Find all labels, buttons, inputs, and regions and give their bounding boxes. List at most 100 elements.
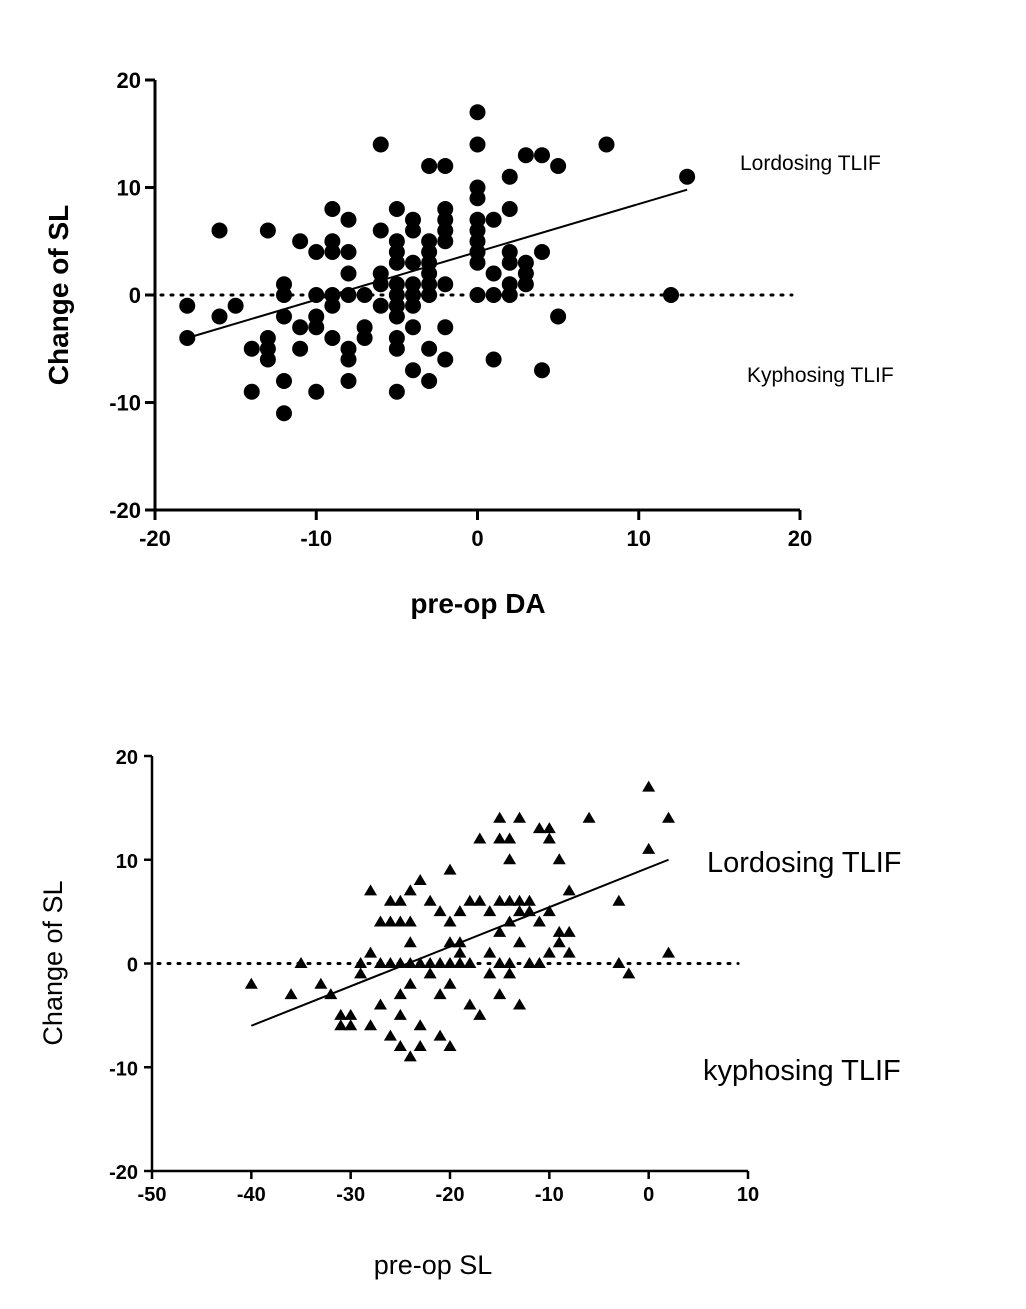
chart2-regression-line (250, 858, 669, 1027)
chart1-data-point (340, 211, 357, 228)
chart1-data-point (308, 319, 325, 336)
chart2-data-point (373, 957, 387, 969)
chart2-data-point (393, 988, 407, 1000)
chart1-data-point (405, 222, 421, 239)
chart1-data-point (421, 373, 438, 389)
chart2-data-point (493, 925, 507, 937)
chart1-data-point (388, 340, 405, 357)
chart1-data-point (679, 168, 696, 185)
chart2-data-point (493, 957, 507, 969)
chart1-data-point (276, 373, 292, 389)
chart2-data-point (334, 1019, 348, 1031)
chart2-y-tick-label: 0 (127, 955, 138, 977)
chart2-data-point (513, 936, 527, 948)
chart2-data-point (542, 905, 556, 917)
chart2-data-point (433, 957, 447, 969)
chart2-data-point (473, 894, 487, 906)
chart2-y-tick-label: 20 (116, 747, 138, 769)
chart2-data-point (662, 811, 676, 823)
chart1-annotation-kyphosing: Kyphosing TLIF (747, 364, 894, 387)
chart1-data-point (227, 297, 244, 314)
chart2-data-point (532, 915, 546, 927)
chart2-data-point (423, 894, 437, 906)
chart2-data-point (503, 957, 517, 969)
chart2-data-point (662, 946, 676, 958)
chart2-data-point (413, 957, 427, 969)
chart2-data-point (532, 822, 546, 834)
chart1-data-point (340, 244, 357, 260)
chart1-data-point (534, 362, 550, 379)
chart2-annotation-kyphosing: kyphosing TLIF (703, 1055, 901, 1087)
chart2-data-point (642, 842, 656, 854)
chart1-x-tick-label: 0 (471, 526, 483, 551)
chart2-data-point (423, 967, 437, 979)
chart1-data-point (324, 244, 341, 260)
chart1-x-tick-label: 20 (788, 526, 812, 551)
chart1-data-point (243, 383, 260, 400)
chart2-data-point (433, 1029, 447, 1041)
chart1-data-point (179, 297, 196, 314)
chart1-data-point (405, 254, 421, 271)
chart2-data-point (403, 915, 417, 927)
chart1-data-point (437, 158, 454, 174)
chart2-data-point (503, 967, 517, 979)
chart2-data-point (284, 988, 298, 1000)
chart1-data-point (437, 319, 454, 336)
chart2-data-point (473, 1008, 487, 1020)
chart2-data-point (334, 1008, 348, 1020)
chart2-data-point (423, 957, 437, 969)
chart2-data-point (443, 915, 457, 927)
chart2-data-point (453, 946, 467, 958)
chart2-y-tick-label: -10 (109, 1058, 138, 1080)
chart2-xlabel: pre-op SL (374, 1250, 493, 1280)
chart2-data-point (513, 998, 527, 1010)
chart2-data-point (542, 946, 556, 958)
chart2-data-point (503, 894, 517, 906)
chart1-x-tick-label: -10 (300, 526, 332, 551)
chart1-data-point (517, 276, 534, 293)
chart1-data-point (469, 104, 486, 121)
chart2-data-point (493, 988, 507, 1000)
chart1-data-point (485, 211, 502, 228)
chart1-data-point (308, 383, 325, 400)
chart2-data-point (383, 1029, 397, 1041)
chart1-data-point (550, 308, 567, 325)
chart2-data-point (354, 957, 368, 969)
chart1-data-point (469, 287, 486, 303)
chart2-data-point (612, 894, 626, 906)
chart2-x-tick-label: -20 (436, 1184, 465, 1206)
chart2-data-point (582, 811, 596, 823)
chart1-regression-line (186, 188, 688, 339)
chart1-y-tick-label: 20 (117, 68, 141, 93)
chart2-data-point (562, 946, 576, 958)
chart2-data-point (532, 957, 546, 969)
chart2-data-point (443, 1040, 457, 1052)
chart2-data-point (463, 894, 477, 906)
chart2-data-point (463, 998, 477, 1010)
chart2-annotation-lordosing: Lordosing TLIF (707, 847, 902, 879)
chart1-data-point (340, 265, 357, 282)
chart1-data-point (340, 351, 357, 368)
chart1-data-point (276, 405, 292, 422)
chart1-data-point (292, 340, 309, 357)
chart1-data-point (485, 287, 502, 303)
chart2-data-point (344, 1019, 358, 1031)
chart2-data-point (562, 925, 576, 937)
chart2-data-point (522, 957, 536, 969)
chart1-data-point (437, 351, 454, 368)
chart2-data-point (552, 936, 566, 948)
chart1-data-point (276, 287, 292, 303)
chart2-data-point (513, 811, 527, 823)
chart2-data-point (383, 894, 397, 906)
chart2-data-point (542, 832, 556, 844)
chart1-x-tick-label: -20 (139, 526, 171, 551)
chart2-data-point (473, 832, 487, 844)
chart1-data-point (405, 362, 421, 379)
chart2-data-point (244, 977, 258, 989)
chart1-data-point (485, 351, 502, 368)
chart2-x-tick-label: -40 (237, 1184, 266, 1206)
chart2-data-point (364, 1019, 378, 1031)
chart2-data-point (513, 894, 527, 906)
chart2-ylabel: Change of SL (38, 880, 68, 1045)
